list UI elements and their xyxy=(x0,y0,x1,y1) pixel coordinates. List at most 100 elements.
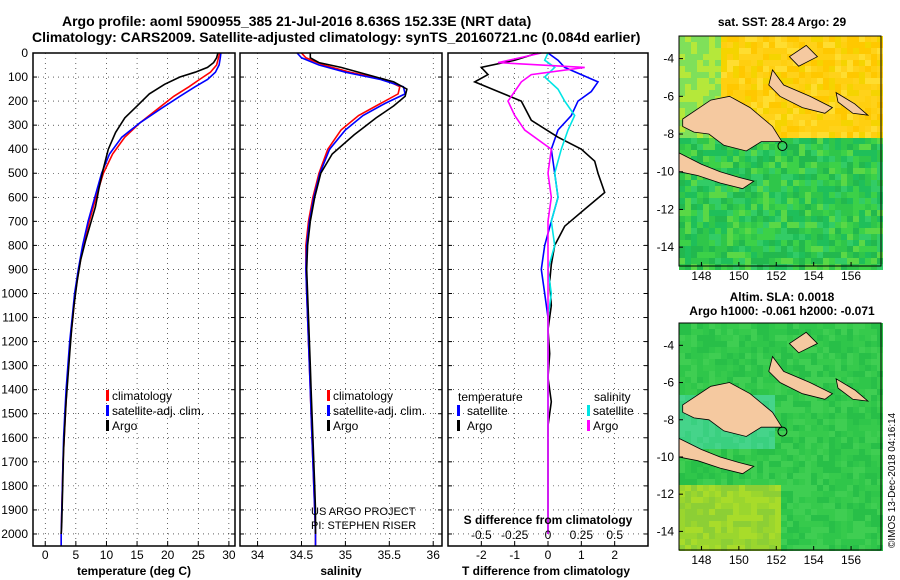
map-cell xyxy=(751,180,757,186)
map-cell xyxy=(697,473,703,479)
map-cell xyxy=(805,395,811,401)
map-cell xyxy=(811,365,817,371)
map-cell xyxy=(757,72,763,78)
map-xtick-label: 156 xyxy=(841,269,861,283)
map-cell xyxy=(763,545,769,551)
map-cell xyxy=(811,132,817,138)
map-cell xyxy=(829,114,835,120)
map-cell xyxy=(739,204,745,210)
map-cell xyxy=(805,192,811,198)
map-cell xyxy=(781,353,787,359)
map-cell xyxy=(841,210,847,216)
map-cell xyxy=(697,66,703,72)
map-cell xyxy=(739,359,745,365)
map-cell xyxy=(727,228,733,234)
map-cell xyxy=(835,353,841,359)
map-cell xyxy=(817,515,823,521)
map-cell xyxy=(847,150,853,156)
map-cell xyxy=(859,461,865,467)
map-cell xyxy=(739,323,745,329)
map-cell xyxy=(793,42,799,48)
map-cell xyxy=(805,216,811,222)
map-cell xyxy=(829,108,835,114)
map-cell xyxy=(877,443,883,449)
map-cell xyxy=(739,497,745,503)
map-cell xyxy=(745,36,751,42)
map-cell xyxy=(679,479,685,485)
map-cell xyxy=(811,156,817,162)
map-cell xyxy=(805,473,811,479)
map-cell xyxy=(835,252,841,258)
map-cell xyxy=(817,60,823,66)
map-cell xyxy=(859,252,865,258)
map-cell xyxy=(763,180,769,186)
map-cell xyxy=(703,377,709,383)
map-cell xyxy=(763,48,769,54)
map-cell xyxy=(877,126,883,132)
map-cell xyxy=(811,467,817,473)
map-cell xyxy=(841,198,847,204)
map-cell xyxy=(721,533,727,539)
map-cell xyxy=(865,401,871,407)
map-cell xyxy=(817,90,823,96)
map-cell xyxy=(835,246,841,252)
map-cell xyxy=(871,521,877,527)
map-cell xyxy=(679,48,685,54)
map-cell xyxy=(745,497,751,503)
map-cell xyxy=(841,329,847,335)
map-cell xyxy=(775,449,781,455)
map-cell xyxy=(859,102,865,108)
map-cell xyxy=(691,180,697,186)
map-cell xyxy=(691,258,697,264)
map-cell xyxy=(769,443,775,449)
map-cell xyxy=(847,473,853,479)
map-cell xyxy=(811,78,817,84)
map-cell xyxy=(733,347,739,353)
map-cell xyxy=(697,204,703,210)
map-cell xyxy=(817,132,823,138)
map-cell xyxy=(727,36,733,42)
map-cell xyxy=(811,329,817,335)
map-cell xyxy=(805,150,811,156)
map-cell xyxy=(853,114,859,120)
map-cell xyxy=(829,54,835,60)
map-cell xyxy=(829,60,835,66)
map-cell xyxy=(787,353,793,359)
map-cell xyxy=(841,479,847,485)
map-cell xyxy=(781,485,787,491)
map-cell xyxy=(691,150,697,156)
map-cell xyxy=(757,180,763,186)
map-cell xyxy=(763,144,769,150)
map-cell xyxy=(697,264,703,270)
map-cell xyxy=(685,138,691,144)
map-cell xyxy=(817,174,823,180)
map-cell xyxy=(847,467,853,473)
map-cell xyxy=(847,491,853,497)
map-cell xyxy=(721,264,727,270)
map-cell xyxy=(721,449,727,455)
map-cell xyxy=(877,252,883,258)
temperature-frame xyxy=(32,52,236,547)
map-cell xyxy=(709,359,715,365)
map-cell xyxy=(817,120,823,126)
map-cell xyxy=(835,413,841,419)
map-cell xyxy=(877,186,883,192)
map-cell xyxy=(799,150,805,156)
map-cell xyxy=(745,485,751,491)
map-cell xyxy=(793,174,799,180)
map-cell xyxy=(865,353,871,359)
map-cell xyxy=(745,455,751,461)
map-cell xyxy=(787,174,793,180)
map-cell xyxy=(817,329,823,335)
map-cell xyxy=(835,509,841,515)
map-cell xyxy=(877,54,883,60)
map-cell xyxy=(877,425,883,431)
map-cell xyxy=(697,503,703,509)
map-cell xyxy=(763,252,769,258)
map-cell xyxy=(835,539,841,545)
map-cell xyxy=(841,431,847,437)
map-cell xyxy=(787,48,793,54)
map-cell xyxy=(775,162,781,168)
map-cell xyxy=(697,533,703,539)
map-cell xyxy=(865,198,871,204)
